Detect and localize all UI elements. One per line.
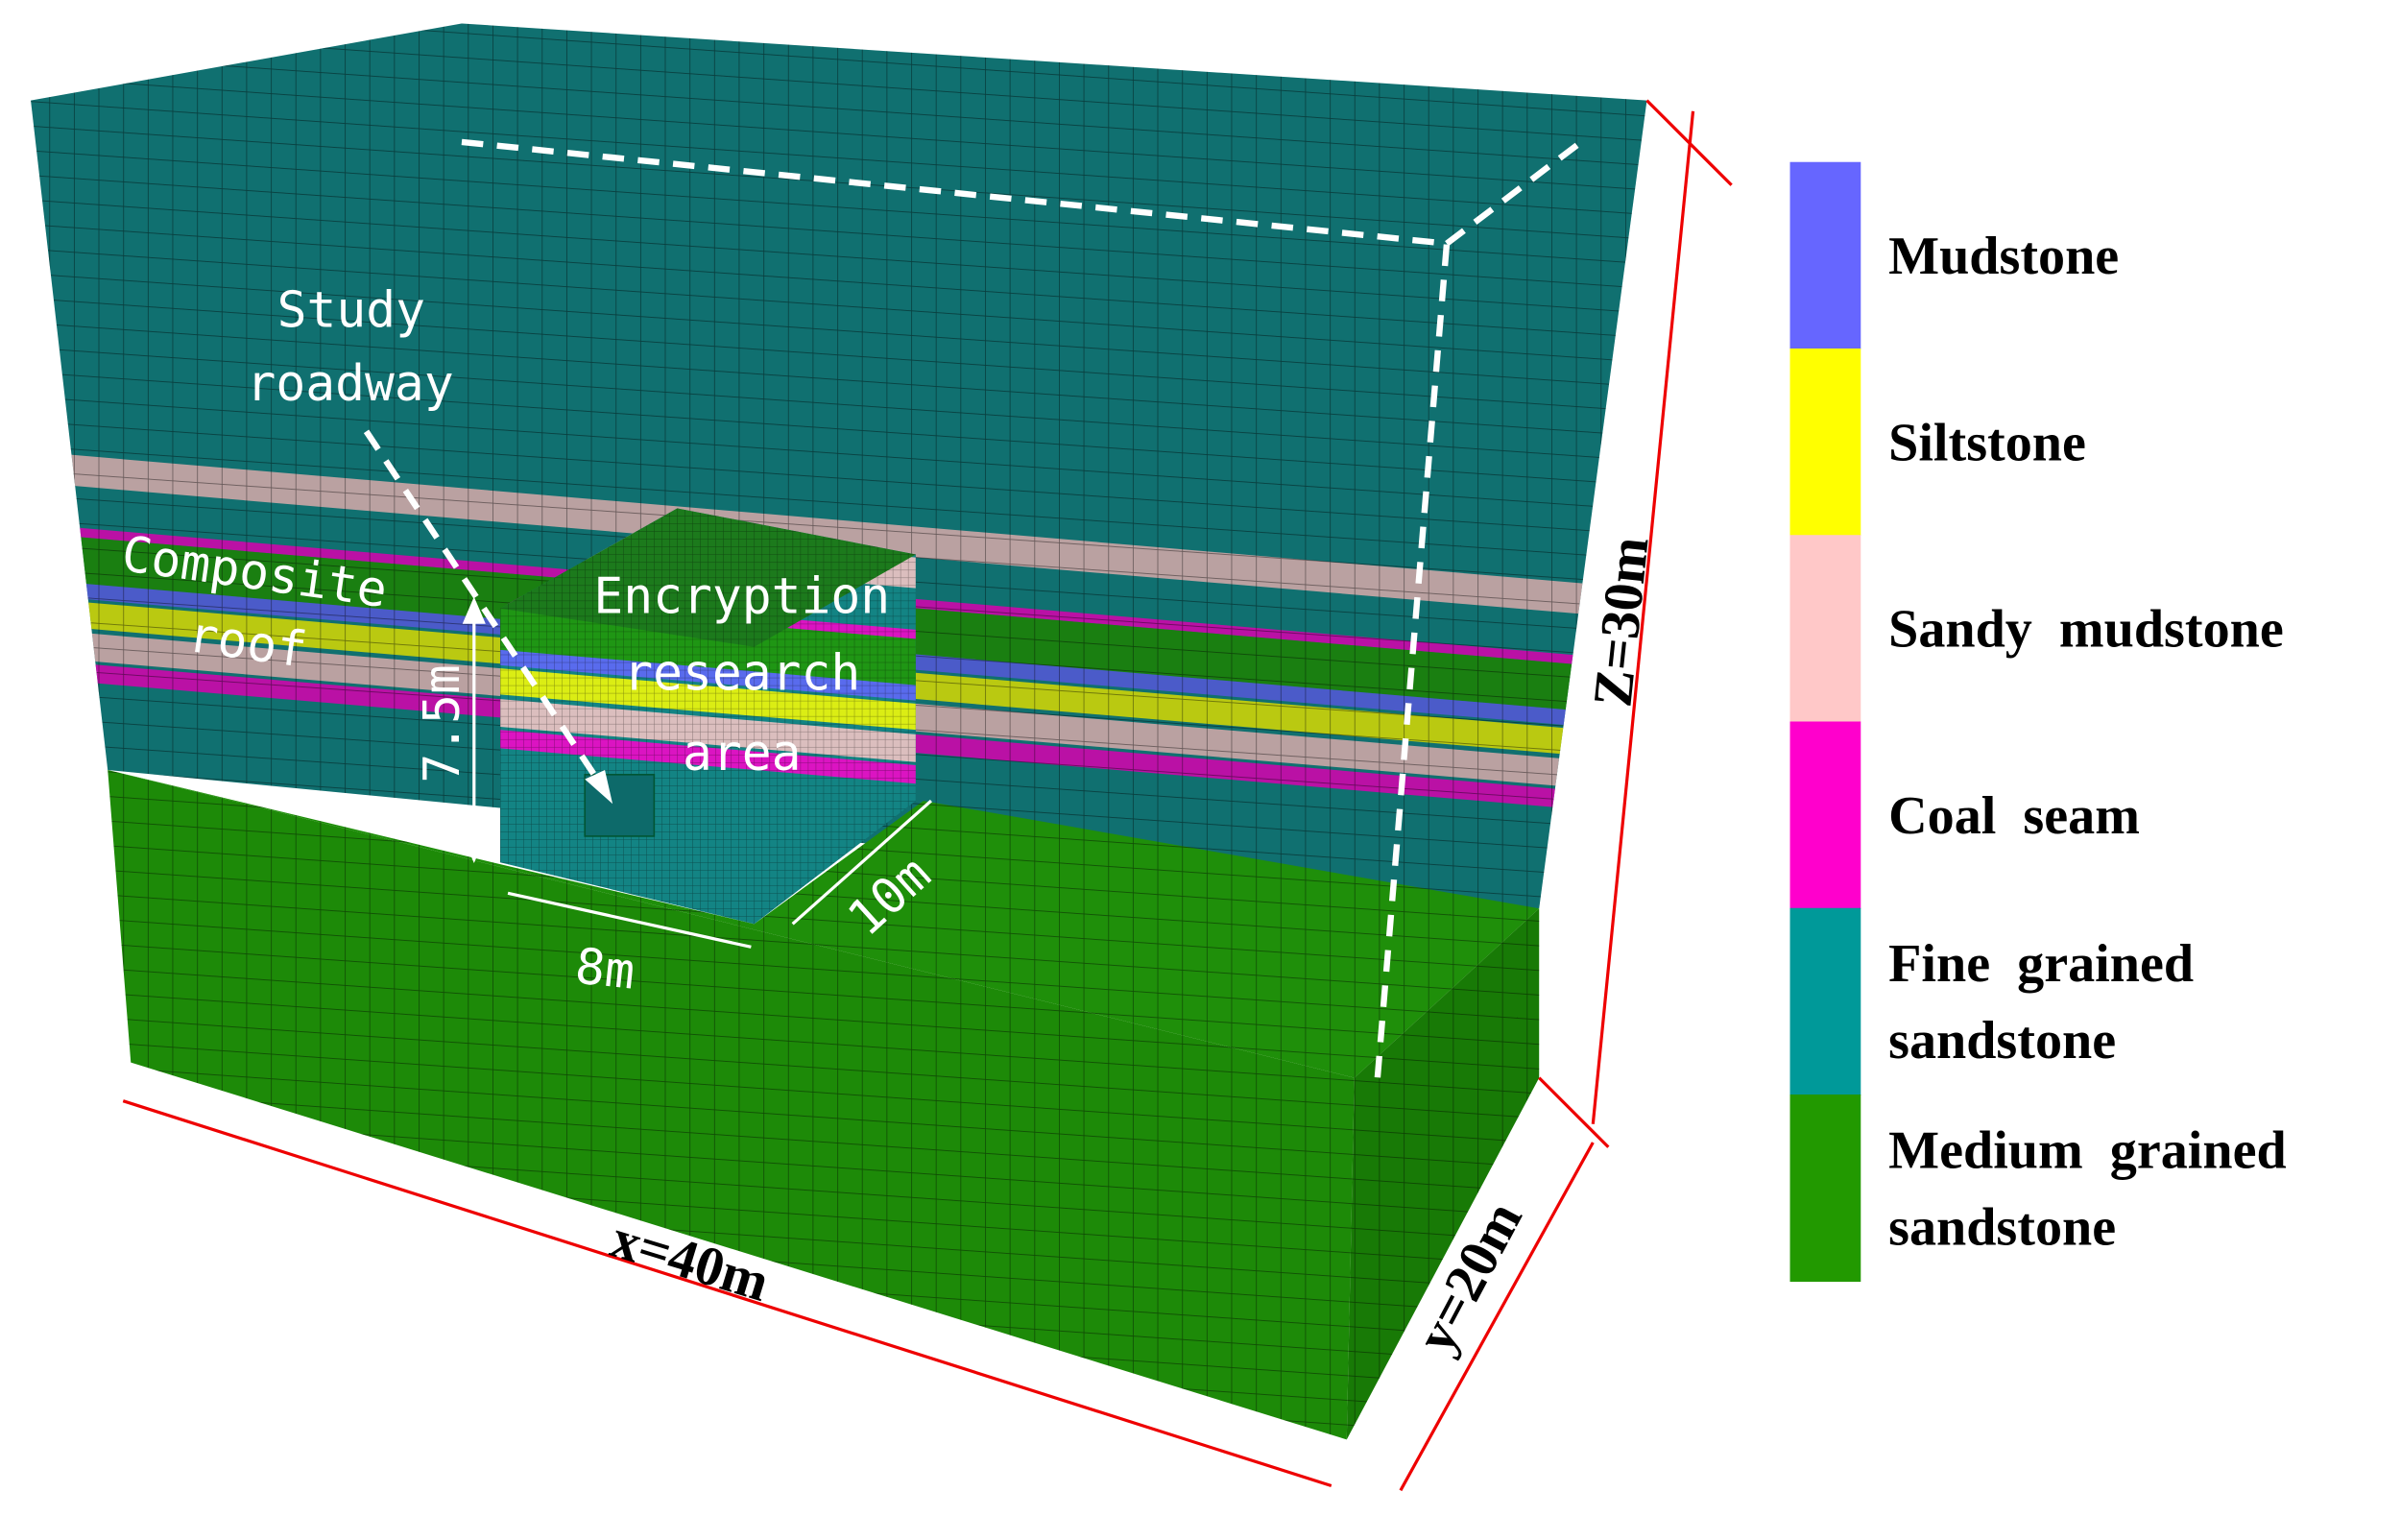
mesh-model: Study roadway Composite roof Encryption re…	[31, 23, 1733, 1492]
lower-top-mesh	[108, 770, 1540, 1078]
legend-label: sandstone	[1888, 1197, 2116, 1257]
legend: Mudstone Siltstone Sandy mudstone Coal seam…	[1789, 161, 2287, 1283]
lower-right-mesh	[1346, 908, 1540, 1440]
legend-swatch	[1789, 161, 1861, 349]
legend-swatch	[1789, 907, 1861, 1095]
dimension-label: Z=30m	[1582, 534, 1660, 710]
annotation: Study roadway	[247, 281, 454, 413]
white-dimensions	[462, 596, 933, 949]
legend-label: sandstone	[1888, 1011, 2116, 1071]
annotation-line: roadway	[247, 355, 454, 413]
lower-front-mesh	[108, 770, 1355, 1440]
study-boundary	[1445, 136, 1588, 247]
arrow-head	[585, 770, 613, 805]
back-wall-mesh	[31, 23, 1647, 909]
legend-label: Mudstone	[1888, 227, 2119, 286]
legend-swatch	[1789, 721, 1861, 909]
legend-swatch	[1789, 535, 1861, 723]
roadway-pointer	[363, 429, 607, 791]
legend-label: Medium grained	[1888, 1120, 2287, 1180]
annotation-line: Encryption	[593, 567, 890, 625]
annotation-line: research	[623, 645, 860, 703]
legend-swatch	[1789, 1095, 1861, 1283]
annotation: Encryption research area	[593, 567, 890, 782]
red-dimensions	[122, 99, 1733, 1492]
legend-label: Fine grained	[1888, 934, 2194, 994]
dimension-label: 7.5m	[414, 664, 471, 783]
legend-label: Siltstone	[1888, 413, 2086, 472]
annotation-line: Study	[277, 281, 425, 339]
legend-label: Coal seam	[1888, 786, 2140, 846]
legend-swatch	[1789, 348, 1861, 537]
legend-label: Sandy mudstone	[1888, 600, 2284, 660]
annotation-line: area	[683, 725, 802, 782]
dimension-label: 8m	[572, 937, 637, 1000]
study-boundary	[461, 138, 1451, 1078]
